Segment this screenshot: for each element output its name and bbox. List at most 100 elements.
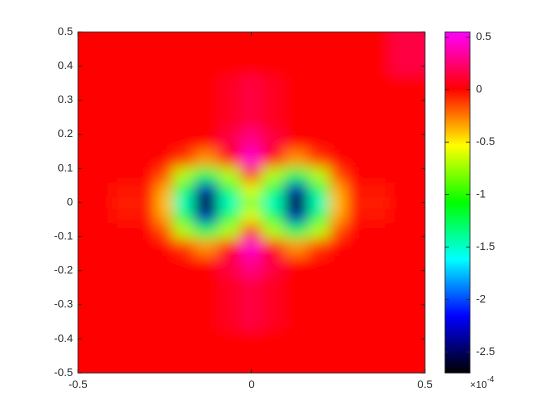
heat-cell: [261, 329, 285, 373]
heat-cell: [155, 181, 174, 197]
heat-cell: [308, 195, 331, 210]
heat-cell: [283, 195, 310, 210]
heat-cell: [329, 166, 348, 183]
x-tick-label: 0.5: [417, 379, 432, 391]
colorbar-tick-label: 0.5: [476, 31, 491, 43]
heat-cell: [78, 254, 114, 277]
heat-cell: [155, 149, 174, 168]
heat-cell: [112, 166, 157, 183]
heat-cell: [346, 208, 391, 224]
heat-cell: [240, 254, 263, 277]
heat-cell: [283, 181, 310, 197]
colorbar-tick-label: -2.5: [476, 346, 495, 358]
heat-cell: [240, 237, 263, 256]
heat-cell: [112, 149, 157, 168]
heat-cell: [283, 275, 310, 331]
heat-cell: [261, 74, 285, 130]
heat-cell: [283, 166, 310, 183]
heat-cell: [240, 74, 263, 130]
heat-cell: [78, 329, 114, 373]
heat-cell: [346, 149, 391, 168]
heat-cell: [329, 222, 348, 239]
heat-cell: [193, 149, 220, 168]
heat-cell: [283, 329, 310, 373]
heat-cell: [218, 181, 242, 197]
heat-cell: [389, 275, 425, 331]
heat-cell: [329, 195, 348, 210]
heat-cell: [261, 237, 285, 256]
heat-cell: [172, 166, 195, 183]
exponent-base: ×10: [470, 380, 487, 391]
heat-cell: [389, 208, 425, 224]
heat-cell: [389, 166, 425, 183]
heat-cell: [218, 32, 242, 76]
heat-cell: [261, 254, 285, 277]
heat-cell: [308, 74, 331, 130]
colorbar-tick-label: -1: [476, 189, 486, 201]
heat-cell: [240, 166, 263, 183]
heat-cell: [308, 329, 331, 373]
y-tick-label: 0.2: [58, 128, 73, 140]
heat-cell: [193, 166, 220, 183]
heat-cell: [283, 149, 310, 168]
heat-cell: [308, 222, 331, 239]
y-tick-label: 0: [67, 196, 73, 208]
heat-cell: [155, 32, 174, 76]
x-tick-label: 0: [248, 379, 254, 391]
heat-cell: [283, 32, 310, 76]
heat-cell: [308, 32, 331, 76]
heat-cell: [240, 181, 263, 197]
heat-cell: [389, 195, 425, 210]
y-tick-label: 0.4: [58, 60, 73, 72]
colorbar-tick-label: -0.5: [476, 136, 495, 148]
heat-cell: [308, 181, 331, 197]
heat-cell: [112, 275, 157, 331]
heat-cell: [346, 32, 391, 76]
y-tick-label: 0.5: [58, 26, 73, 38]
heat-cell: [155, 237, 174, 256]
heat-cell: [112, 32, 157, 76]
heat-cell: [78, 275, 114, 331]
heat-cell: [329, 254, 348, 277]
heat-cell: [78, 208, 114, 224]
heat-cell: [155, 208, 174, 224]
heat-cell: [172, 208, 195, 224]
heat-cell: [155, 74, 174, 130]
heat-cell: [329, 237, 348, 256]
heat-cell: [308, 208, 331, 224]
heat-cell: [78, 166, 114, 183]
colorbar-exponent: ×10-4: [470, 375, 495, 391]
heat-cell: [308, 275, 331, 331]
heat-cell: [389, 32, 425, 76]
heat-cell: [308, 237, 331, 256]
colorbar-tick-label: -2: [476, 293, 486, 305]
heat-cell: [308, 254, 331, 277]
y-tick-label: -0.2: [54, 265, 73, 277]
heat-cell: [261, 222, 285, 239]
heat-cell: [261, 195, 285, 210]
heat-cell: [172, 222, 195, 239]
heat-cell: [172, 32, 195, 76]
heat-cell: [261, 275, 285, 331]
heat-cell: [218, 166, 242, 183]
heat-cell: [346, 74, 391, 130]
heat-cell: [193, 74, 220, 130]
heat-cell: [329, 208, 348, 224]
heat-cell: [193, 222, 220, 239]
heat-cell: [172, 195, 195, 210]
heat-cell: [283, 222, 310, 239]
heat-cell: [172, 128, 195, 151]
heat-cell: [389, 128, 425, 151]
heat-cell: [155, 222, 174, 239]
heat-cell: [172, 237, 195, 256]
heat-cell: [78, 195, 114, 210]
heat-cell: [112, 237, 157, 256]
heat-cell: [389, 237, 425, 256]
heat-cell: [329, 149, 348, 168]
heat-cell: [308, 149, 331, 168]
heat-cell: [112, 74, 157, 130]
heat-cell: [172, 74, 195, 130]
heat-cell: [172, 181, 195, 197]
heat-cell: [112, 254, 157, 277]
heat-cell: [389, 74, 425, 130]
